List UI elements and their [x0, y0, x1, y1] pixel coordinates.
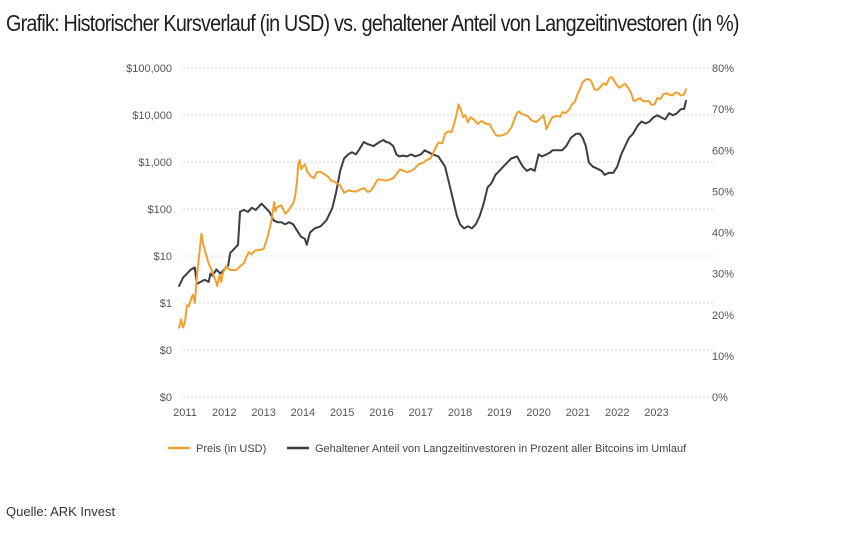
source-note: Quelle: ARK Invest	[6, 504, 116, 519]
series-line-price	[178, 76, 687, 329]
x-tick-label: 2016	[369, 407, 393, 419]
y-right-tick-label: 50%	[712, 186, 734, 198]
chart: $100,000 $10,000 $1,000 $100 $10 $1 $0 $0 80% 70…	[126, 63, 734, 455]
x-tick-label: 2018	[448, 407, 472, 419]
legend-label-price: Preis (in USD)	[196, 443, 266, 455]
legend-label-share: Gehaltener Anteil von Langzeitinvestoren…	[315, 443, 687, 455]
y-right-tick-label: 0%	[712, 392, 728, 404]
x-tick-label: 2013	[251, 407, 275, 419]
y-left-tick-label: $0	[160, 345, 172, 357]
x-tick-label: 2019	[487, 407, 511, 419]
y-left-tick-label: $1,000	[138, 157, 172, 169]
y-right-tick-label: 30%	[712, 269, 734, 281]
y-right-tick-label: 70%	[712, 104, 734, 116]
chart-title: Grafik: Historischer Kursverlauf (in USD…	[6, 10, 740, 36]
y-right-tick-label: 10%	[712, 351, 734, 363]
y-left-tick-label: $100,000	[126, 63, 172, 75]
y-left-tick-label: $0	[160, 392, 172, 404]
x-tick-label: 2023	[644, 407, 668, 419]
x-tick-label: 2011	[173, 407, 197, 419]
y-right-tick-label: 40%	[712, 228, 734, 240]
x-tick-label: 2012	[212, 407, 236, 419]
y-right-tick-label: 60%	[712, 145, 734, 157]
x-tick-label: 2022	[605, 407, 629, 419]
x-tick-label: 2017	[409, 407, 433, 419]
x-tick-label: 2020	[526, 407, 550, 419]
y-left-tick-label: $1	[160, 298, 172, 310]
x-tick-label: 2015	[330, 407, 354, 419]
x-axis-ticks: 2011 2012 2013 2014 2015 2016 2017 2018 2019 2020…	[173, 407, 669, 419]
y-left-tick-label: $10	[154, 251, 172, 263]
x-tick-label: 2021	[566, 407, 590, 419]
legend: Preis (in USD) Gehaltener Anteil von Lan…	[168, 443, 687, 455]
y-left-tick-label: $100	[148, 204, 172, 216]
y-right-tick-label: 20%	[712, 310, 734, 322]
x-tick-label: 2014	[291, 407, 315, 419]
y-right-tick-label: 80%	[712, 63, 734, 75]
gridlines	[183, 67, 714, 398]
series-line-share	[178, 99, 687, 287]
right-axis-ticks: 80% 70% 60% 50% 40% 30% 20% 10% 0%	[712, 63, 734, 404]
left-axis-ticks: $100,000 $10,000 $1,000 $100 $10 $1 $0 $0	[126, 63, 172, 404]
y-left-tick-label: $10,000	[132, 110, 172, 122]
